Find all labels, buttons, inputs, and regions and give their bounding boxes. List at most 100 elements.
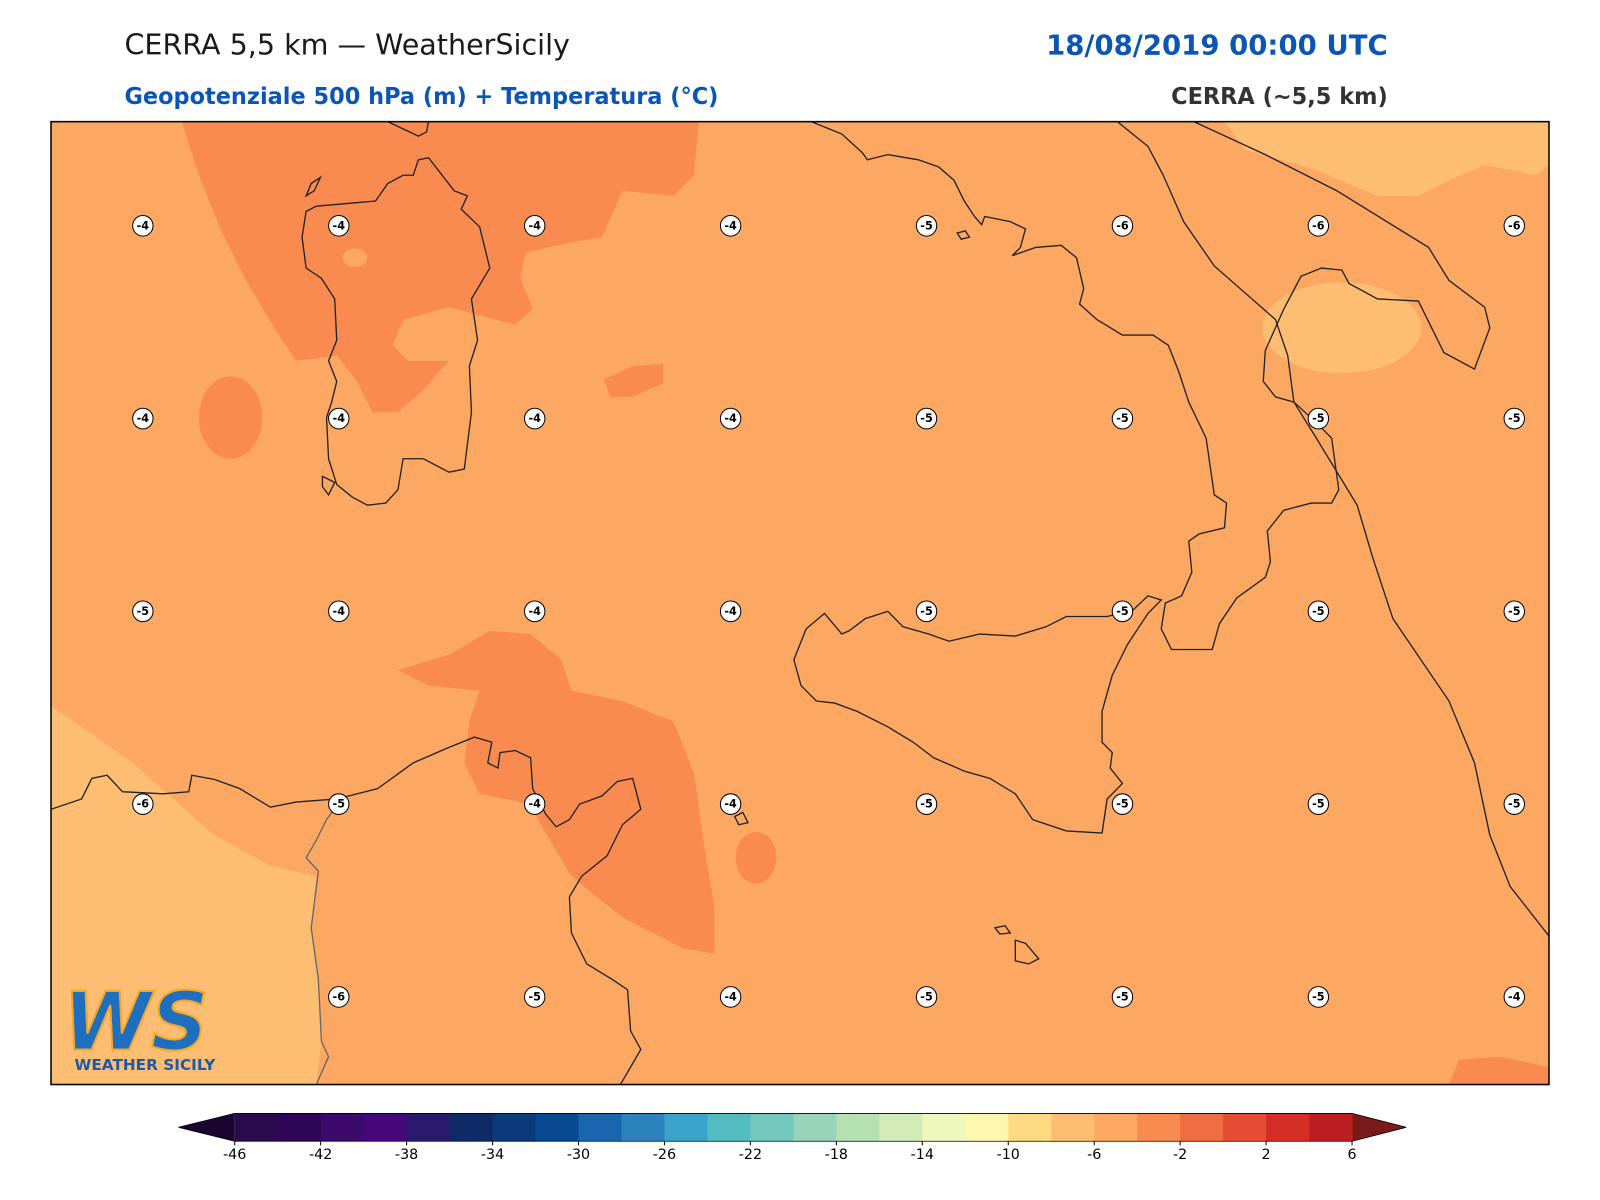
colorbar-bin — [406, 1113, 451, 1142]
station-value: -4 — [724, 219, 737, 232]
subtitle: Geopotenziale 500 hPa (m) + Temperatura … — [124, 84, 718, 110]
station-marker — [328, 214, 350, 237]
station-marker — [1307, 407, 1330, 430]
station-marker — [915, 600, 938, 623]
colorbar-bin — [363, 1113, 408, 1142]
station-value: -5 — [1116, 605, 1129, 618]
colorbar-bin — [1309, 1113, 1353, 1142]
colorbar-bin — [234, 1113, 279, 1142]
station-marker — [523, 986, 546, 1008]
station-marker — [132, 407, 154, 430]
logo-name: WEATHER SICILY — [74, 1056, 216, 1074]
colorbar-bin — [664, 1113, 708, 1142]
station-value: -5 — [1312, 412, 1325, 425]
colorbar-tick-label: -22 — [739, 1147, 762, 1163]
coastlines — [51, 121, 1549, 1085]
station-marker — [1307, 600, 1330, 623]
colorbar-bin — [621, 1113, 665, 1142]
colorbar-under — [178, 1113, 235, 1142]
colorbar-bin — [277, 1113, 322, 1142]
colorbar-tick-label: -46 — [223, 1147, 246, 1163]
colorbar-bin — [492, 1113, 537, 1142]
station-value: -5 — [1116, 990, 1129, 1003]
station-marker — [1503, 407, 1525, 430]
station-value: -4 — [724, 605, 737, 618]
colorbar-tick-label: -42 — [309, 1147, 332, 1163]
colorbar-tick-label: -10 — [997, 1147, 1020, 1163]
colorbar-tick-label: -18 — [825, 1147, 848, 1163]
station-marker — [719, 214, 742, 237]
station-value: -6 — [333, 990, 346, 1003]
station-value: -4 — [528, 412, 541, 425]
station-value: -5 — [920, 605, 933, 618]
station-value: -5 — [920, 798, 933, 811]
station-marker — [719, 600, 742, 623]
station-value: -6 — [1312, 219, 1325, 232]
map: -4 -4 -4 -4 -5 -6 -6 -6 -4 -4 -4 -4 -5 -5 -5 -5 -5 -4 -4 -4… — [51, 121, 1549, 1085]
station-marker — [1307, 986, 1330, 1008]
logo: WS WEATHER SICILY — [62, 974, 216, 1074]
colorbar-bin — [879, 1113, 923, 1142]
colorbar-tick-label: -30 — [567, 1147, 590, 1163]
station-value: -6 — [1508, 219, 1521, 232]
station-value: -5 — [1312, 605, 1325, 618]
colorbar-bin — [750, 1113, 794, 1142]
datetime: 18/08/2019 00:00 UTC — [1046, 29, 1388, 62]
colorbar-bin — [578, 1113, 622, 1142]
station-marker — [1503, 986, 1525, 1008]
station-value: -4 — [528, 605, 541, 618]
model-label: CERRA (~5,5 km) — [1171, 84, 1388, 110]
station-marker — [328, 793, 350, 815]
station-marker — [1111, 986, 1134, 1008]
station-value: -5 — [1116, 412, 1129, 425]
colorbar-tick-label: -2 — [1173, 1147, 1187, 1163]
station-grid: -4 -4 -4 -4 -5 -6 -6 -6 -4 -4 -4 -4 -5 -5 -5 -5 -5 -4 -4 -4… — [132, 214, 1525, 1008]
station-value: -4 — [528, 219, 541, 232]
station-marker — [915, 407, 938, 430]
station-value: -5 — [920, 219, 933, 232]
station-value: -4 — [528, 798, 541, 811]
station-value: -5 — [1116, 798, 1129, 811]
station-value: -4 — [724, 990, 737, 1003]
field-warm — [181, 121, 1549, 1085]
colorbar-bin — [836, 1113, 880, 1142]
station-value: -4 — [333, 412, 346, 425]
colorbar-bin — [1008, 1113, 1052, 1142]
station-marker — [915, 214, 938, 237]
station-value: -4 — [724, 798, 737, 811]
station-marker — [915, 986, 938, 1008]
station-marker — [1503, 214, 1525, 237]
station-value: -5 — [1508, 798, 1521, 811]
colorbar-bin — [449, 1113, 494, 1142]
colorbar-bin — [1180, 1113, 1224, 1142]
colorbar-bin — [793, 1113, 837, 1142]
station-value: -4 — [724, 412, 737, 425]
colorbar-tick-label: -6 — [1087, 1147, 1101, 1163]
station-value: -6 — [137, 798, 150, 811]
station-marker — [1111, 214, 1134, 237]
colorbar-tick-label: 6 — [1347, 1147, 1356, 1163]
station-value: -4 — [333, 219, 346, 232]
field-cool — [51, 121, 1549, 1085]
station-marker — [523, 793, 546, 815]
map-frame — [50, 120, 1550, 1086]
station-marker — [1307, 793, 1330, 815]
station-value: -5 — [333, 798, 346, 811]
station-value: -5 — [1312, 798, 1325, 811]
station-marker — [132, 793, 154, 815]
station-value: -4 — [137, 219, 150, 232]
station-value: -5 — [528, 990, 541, 1003]
colorbar-tick-label: 2 — [1262, 1147, 1271, 1163]
station-value: -5 — [920, 412, 933, 425]
station-value: -4 — [137, 412, 150, 425]
station-marker — [328, 407, 350, 430]
colorbar-tick-label: -38 — [395, 1147, 418, 1163]
station-marker — [915, 793, 938, 815]
station-marker — [719, 986, 742, 1008]
station-value: -6 — [1116, 219, 1129, 232]
station-marker — [719, 407, 742, 430]
colorbar-tick-label: -34 — [481, 1147, 504, 1163]
station-marker — [132, 214, 154, 237]
station-value: -5 — [1312, 990, 1325, 1003]
